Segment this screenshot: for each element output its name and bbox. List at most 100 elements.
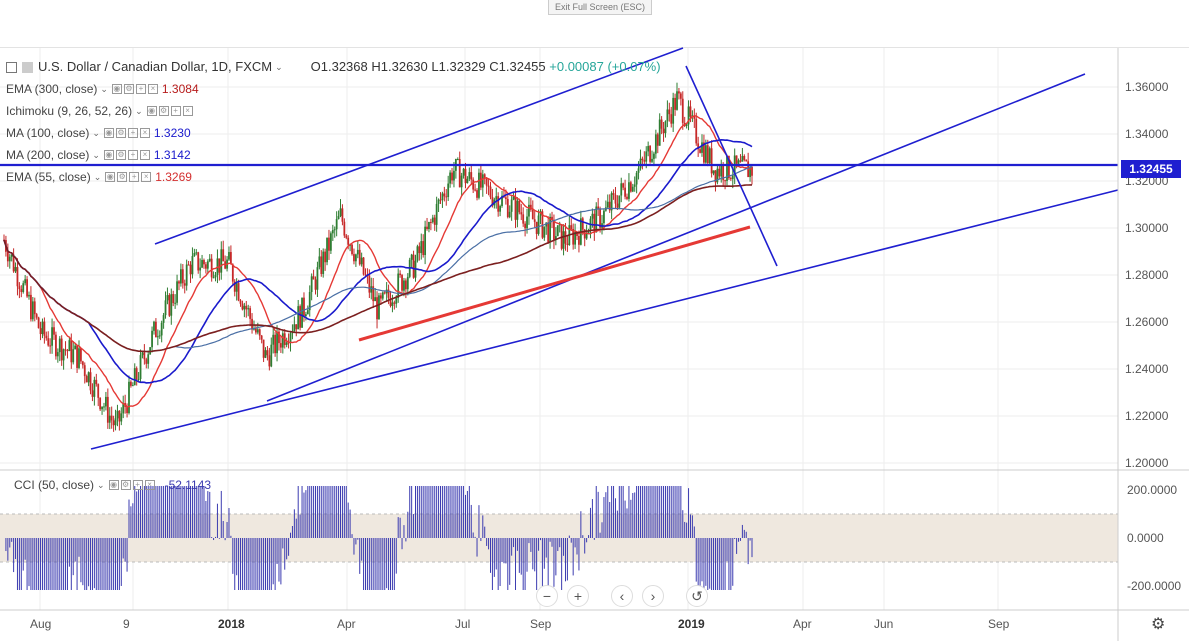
cci-controls: ◉ ⚙ + × [108,480,155,490]
exit-fullscreen-button[interactable]: Exit Full Screen (ESC) [548,0,652,15]
cci-value: -52.1143 [164,478,212,492]
candle-body [41,321,44,335]
close-icon[interactable]: × [141,172,152,182]
candle-body [603,210,605,224]
close-icon[interactable]: × [144,480,155,490]
close-icon[interactable]: × [147,84,158,94]
candle-body [472,179,475,190]
candle-body [203,260,205,265]
candle-body [158,335,161,337]
candle-body [395,298,398,304]
candle-body [362,257,365,275]
candle-body [531,209,534,220]
add-icon[interactable]: + [132,480,143,490]
candle-body [229,252,232,265]
ohlc-change: +0.00087 (+0.07%) [549,59,661,74]
candle-body [689,106,692,117]
candle-body [222,249,225,262]
eye-icon[interactable]: ◉ [103,128,114,138]
candle-body [433,217,436,225]
candle-body [170,294,173,316]
settings-icon[interactable]: ⚙ [115,128,126,138]
collapse-pane-icon[interactable] [6,61,17,73]
settings-icon[interactable]: ⚙ [117,172,128,182]
candle-body [180,269,182,284]
chevron-down-icon[interactable]: ⌄ [92,128,100,138]
candle-body [716,168,719,183]
gear-icon[interactable]: ⚙ [1151,616,1166,633]
last-price-tag: 1.32455 [1121,160,1181,178]
candle-body [60,338,63,361]
candle-body [533,219,536,222]
scroll-right-button[interactable]: › [642,585,664,607]
close-icon[interactable]: × [139,128,150,138]
candle-body [12,254,15,272]
time-tick-label: Jun [874,617,894,631]
candle-body [681,98,684,123]
price-tick-label: 1.26000 [1125,315,1169,329]
candle-body [201,260,203,268]
add-icon[interactable]: + [127,150,138,160]
candle-body [324,251,327,263]
candle-body [466,178,469,184]
zoom-in-button[interactable]: + [567,585,589,607]
candle-body [626,196,628,199]
candle-body [37,317,40,329]
eye-icon[interactable]: ◉ [111,84,122,94]
eye-icon[interactable]: ◉ [108,480,119,490]
candle-body [481,174,484,188]
candle-body [718,168,721,177]
indicator-controls: ◉ ⚙ + × [103,128,150,138]
candle-body [91,390,94,397]
candle-body [295,324,298,330]
candle-body [45,335,48,339]
candle-body [701,142,703,153]
candle-body [8,256,11,262]
candle-body [464,168,467,184]
candle-body [629,182,632,192]
candle-body [453,170,455,181]
chevron-down-icon[interactable]: ⌄ [92,150,100,160]
zoom-out-button[interactable]: − [536,585,558,607]
chevron-down-icon[interactable]: ⌄ [97,479,105,490]
eye-icon[interactable]: ◉ [146,106,157,116]
candle-body [310,276,313,293]
candle-body [556,225,559,237]
settings-icon[interactable]: ⚙ [120,480,131,490]
lower-channel-line [90,189,1119,450]
chevron-down-icon[interactable]: ⌄ [93,172,102,182]
candle-body [231,264,234,282]
chevron-down-icon[interactable]: ⌄ [275,62,283,72]
add-icon[interactable]: + [129,172,140,182]
candle-body [370,286,373,293]
scroll-left-button[interactable]: ‹ [611,585,633,607]
candle-body [639,158,642,169]
close-icon[interactable]: × [182,106,193,116]
ohlc-open: O1.32368 [310,59,368,74]
eye-icon[interactable]: ◉ [105,172,116,182]
candle-body [658,119,661,146]
settings-icon[interactable]: ⚙ [158,106,169,116]
close-icon[interactable]: × [139,150,150,160]
candle-body [285,342,288,345]
add-icon[interactable]: + [135,84,146,94]
candle-body [660,119,663,129]
candle-body [78,348,80,368]
candle-body [470,172,473,180]
red-support-line [358,225,751,342]
eye-icon[interactable]: ◉ [103,150,114,160]
reset-chart-button[interactable]: ↺ [686,585,708,607]
indicator-row: MA (200, close) ⌄ ◉ ⚙ + × 1.3142 [6,144,661,166]
chevron-down-icon[interactable]: ⌄ [100,84,108,94]
settings-icon[interactable]: ⚙ [115,150,126,160]
candle-body [687,106,690,125]
candle-body [506,198,509,218]
settings-icon[interactable]: ⚙ [123,84,134,94]
add-icon[interactable]: + [170,106,181,116]
add-icon[interactable]: + [127,128,138,138]
time-tick-label: 2018 [218,617,245,631]
candle-body [151,330,153,348]
chevron-down-icon[interactable]: ⌄ [135,106,143,116]
candle-body [168,295,171,316]
